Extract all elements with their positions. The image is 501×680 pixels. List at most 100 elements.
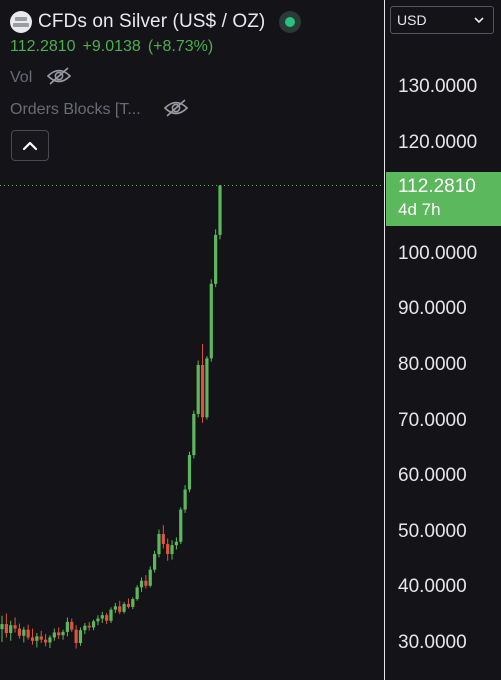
- chevron-up-icon: [22, 141, 38, 150]
- candle: [0, 615, 4, 642]
- candle: [148, 566, 152, 588]
- candle-body: [183, 489, 187, 510]
- price-tick-label: 40.0000: [398, 576, 467, 598]
- candle: [39, 630, 43, 643]
- candle: [135, 585, 139, 601]
- candle: [196, 360, 200, 418]
- candle: [192, 410, 196, 459]
- candle: [48, 635, 52, 649]
- candle: [131, 597, 135, 610]
- candle-body: [157, 534, 161, 555]
- candle: [87, 621, 91, 631]
- candle-body: [187, 455, 192, 490]
- candle-body: [218, 185, 222, 235]
- currency-value: USD: [397, 12, 427, 28]
- candle: [183, 485, 187, 513]
- candle-body: [78, 630, 83, 643]
- candle-body: [105, 615, 109, 621]
- price-change-percent: (+8.73%): [147, 38, 214, 55]
- candle-body: [126, 604, 131, 607]
- candle-body: [205, 358, 209, 418]
- candle-body: [91, 621, 96, 628]
- candle-body: [0, 624, 4, 630]
- candle-body: [153, 554, 157, 570]
- price-change: +9.0138: [82, 38, 141, 55]
- candle-body: [148, 569, 152, 586]
- candle-body: [118, 606, 122, 612]
- candle: [144, 575, 148, 589]
- bar-countdown: 4d 7h: [398, 199, 441, 219]
- candle-body: [74, 629, 78, 643]
- candle: [139, 577, 144, 592]
- candle-body: [52, 632, 56, 638]
- candle-body: [9, 625, 13, 633]
- candle: [78, 627, 83, 646]
- candle-body: [144, 580, 148, 586]
- candle: [26, 624, 30, 640]
- candle-body: [174, 541, 178, 546]
- symbol-header[interactable]: CFDs on Silver (US$ / OZ): [10, 8, 302, 36]
- price-tick-label: 30.0000: [398, 632, 467, 653]
- candle: [22, 626, 26, 643]
- candle-body: [161, 534, 165, 545]
- price-summary: 112.2810 +9.0138 (+8.73%): [10, 38, 220, 56]
- candle: [91, 619, 96, 631]
- candle-body: [100, 615, 104, 619]
- candle-body: [139, 580, 144, 588]
- currency-select[interactable]: USD: [390, 6, 494, 34]
- candle: [218, 184, 222, 240]
- silver-bars-logo-icon: [10, 11, 32, 33]
- candle-body: [214, 234, 218, 284]
- candle: [105, 612, 109, 625]
- candle-body: [83, 625, 87, 631]
- eye-hidden-icon[interactable]: [163, 98, 189, 123]
- candle-body: [70, 621, 74, 630]
- candle-body: [179, 509, 183, 542]
- price-chart[interactable]: [0, 0, 384, 680]
- candle: [70, 618, 74, 632]
- candle-body: [35, 636, 39, 641]
- candle-body: [192, 413, 196, 456]
- candle: [4, 613, 8, 638]
- candle-body: [17, 628, 22, 636]
- price-tick-label: 120.0000: [398, 131, 478, 153]
- candle-body: [4, 624, 8, 633]
- candle: [157, 529, 161, 558]
- candle: [9, 620, 13, 641]
- candle: [74, 625, 78, 649]
- price-tick-label: 80.0000: [398, 354, 467, 375]
- candle: [126, 598, 131, 609]
- candle-body: [30, 637, 35, 641]
- eye-hidden-icon[interactable]: [46, 66, 72, 91]
- candle: [170, 540, 174, 560]
- indicator-vol[interactable]: Vol: [10, 66, 72, 90]
- candle-body: [87, 625, 91, 628]
- candle-body: [200, 365, 205, 418]
- candle: [35, 632, 39, 648]
- candle: [100, 611, 104, 623]
- candle: [166, 538, 170, 561]
- candle: [153, 550, 157, 573]
- candle-body: [57, 632, 61, 636]
- candle-body: [166, 544, 170, 555]
- price-axis[interactable]: USD 130.0000 120.0000 100.0000 90.0000 80.00…: [384, 0, 501, 680]
- candle: [205, 356, 209, 420]
- indicator-orders-blocks[interactable]: Orders Blocks [T...: [10, 98, 189, 122]
- candle: [61, 629, 65, 640]
- candle: [52, 628, 56, 641]
- symbol-title: CFDs on Silver (US$ / OZ): [38, 11, 266, 32]
- candle-body: [65, 621, 69, 632]
- candle-body: [109, 609, 113, 621]
- candle-body: [26, 629, 30, 638]
- candle: [83, 622, 87, 635]
- candle: [214, 229, 218, 288]
- price-tick-label: 60.0000: [398, 465, 467, 487]
- candle: [209, 279, 213, 362]
- indicator-orders-blocks-label: Orders Blocks [T...: [10, 101, 141, 118]
- candle-body: [131, 599, 135, 607]
- candle-body: [196, 365, 200, 414]
- price-tick-label: 100.0000: [398, 242, 478, 264]
- last-price-tag: 112.2810 4d 7h: [386, 171, 501, 226]
- collapse-legend-button[interactable]: [11, 130, 49, 161]
